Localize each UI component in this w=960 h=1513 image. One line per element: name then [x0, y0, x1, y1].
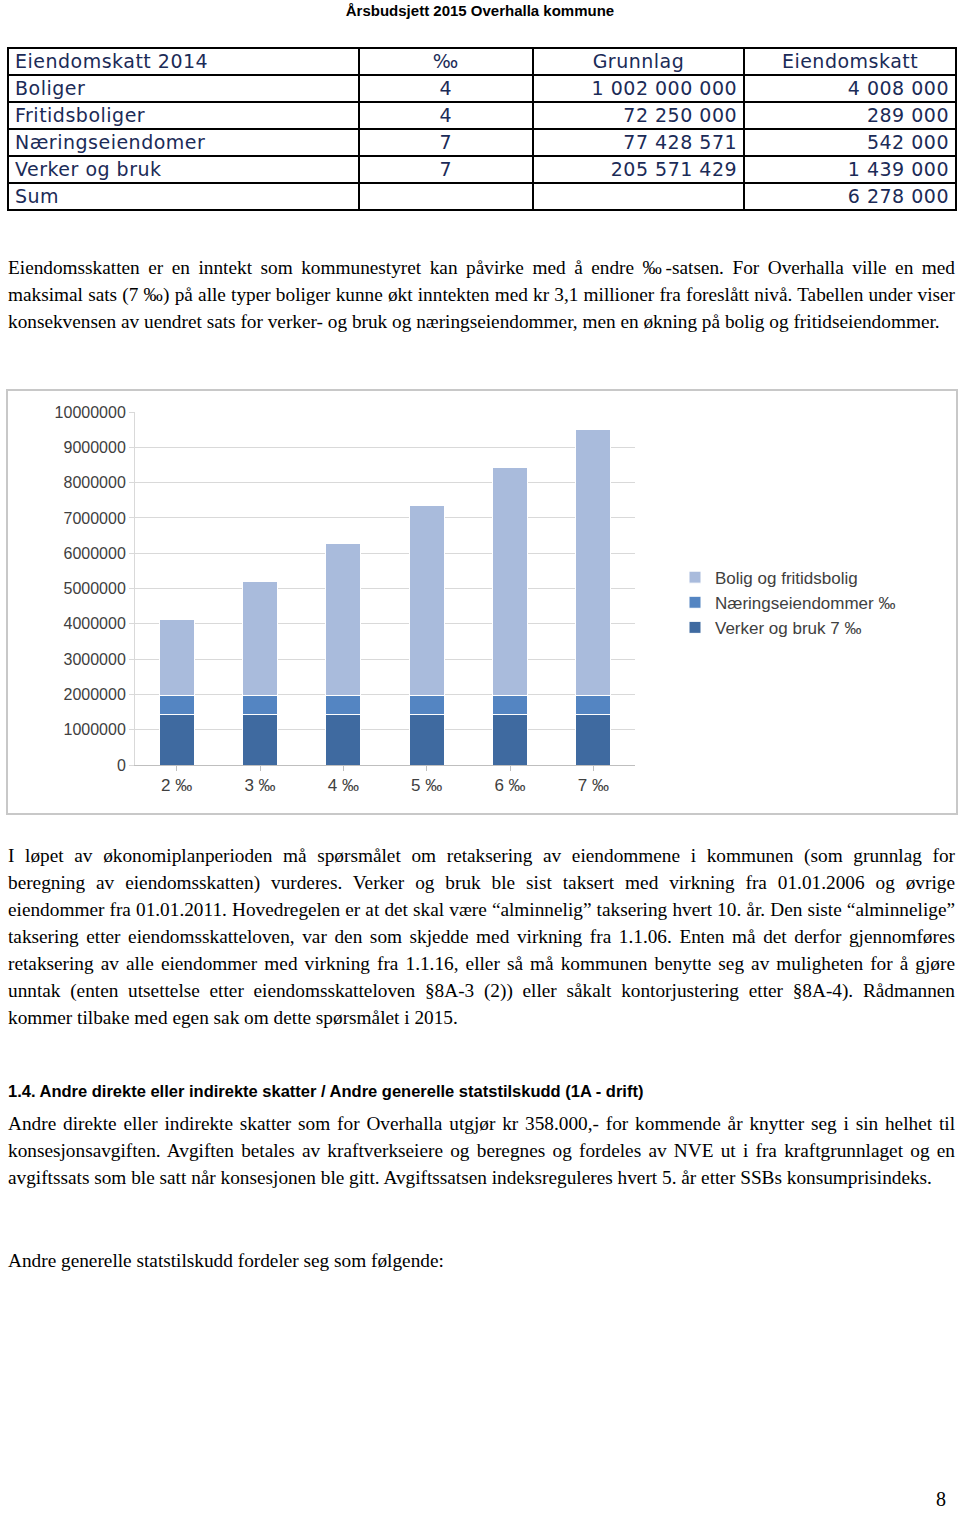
svg-text:3000000: 3000000	[64, 651, 126, 668]
svg-text:8000000: 8000000	[64, 474, 126, 491]
html-text:6 278 000: 6 278 000	[847, 185, 949, 207]
svg-text:4 ‰: 4 ‰	[328, 776, 359, 795]
html-text:Verker og bruk: Verker og bruk	[15, 158, 162, 180]
html-text:Fritidsboliger: Fritidsboliger	[15, 104, 146, 126]
svg-text:2000000: 2000000	[64, 686, 126, 703]
html-text:Andre generelle statstilskudd: Andre generelle statstilskudd fordeler s…	[8, 1250, 444, 1271]
svg-text:Bolig og fritidsbolig: Bolig og fritidsbolig	[715, 569, 858, 588]
svg-text:3 ‰: 3 ‰	[244, 776, 275, 795]
html-text:Andre direkte eller indirekte: Andre direkte eller indirekte skatter so…	[8, 1113, 955, 1188]
svg-text:7000000: 7000000	[64, 510, 126, 527]
html-text:I løpet av økonomiplanperioden: I løpet av økonomiplanperioden må spørsm…	[8, 845, 955, 1028]
svg-text:6000000: 6000000	[64, 545, 126, 562]
html-text:Sum: Sum	[15, 185, 60, 207]
html-text:Eiendomskatt: Eiendomskatt	[781, 50, 919, 72]
html-text:4 008 000: 4 008 000	[847, 77, 949, 99]
html-text:Boliger: Boliger	[15, 77, 86, 99]
html-text:4: 4	[439, 104, 452, 126]
svg-text:9000000: 9000000	[64, 439, 126, 456]
html-text:1 439 000: 1 439 000	[847, 158, 949, 180]
svg-text:Næringseiendommer ‰: Næringseiendommer ‰	[715, 594, 895, 613]
html-text:Eiendomsskatten er en inntekt: Eiendomsskatten er en inntekt som kommun…	[8, 257, 955, 332]
svg-text:Verker og bruk 7 ‰: Verker og bruk 7 ‰	[715, 619, 861, 638]
html-text:1.4. Andre direkte eller indir: 1.4. Andre direkte eller indirekte skatt…	[8, 1082, 644, 1100]
html-text:7: 7	[439, 131, 452, 153]
html-text:Eiendomskatt 2014: Eiendomskatt 2014	[15, 50, 209, 72]
svg-text:2 ‰: 2 ‰	[161, 776, 192, 795]
svg-text:7 ‰: 7 ‰	[578, 776, 609, 795]
html-text:7: 7	[439, 158, 452, 180]
html-text:4: 4	[439, 77, 452, 99]
html-text:289 000: 289 000	[866, 104, 949, 126]
svg-text:10000000: 10000000	[55, 404, 126, 421]
html-text:77 428 571: 77 428 571	[623, 131, 738, 153]
svg-text:5000000: 5000000	[64, 580, 126, 597]
html-text:1 002 000 000: 1 002 000 000	[591, 77, 738, 99]
html-text:Næringseiendomer: Næringseiendomer	[15, 131, 206, 153]
svg-text:6 ‰: 6 ‰	[494, 776, 525, 795]
html-text:Grunnlag: Grunnlag	[592, 50, 685, 72]
html-text:205 571 429: 205 571 429	[610, 158, 738, 180]
html-text:8: 8	[936, 1488, 946, 1510]
html-text:542 000: 542 000	[866, 131, 949, 153]
svg-text:5 ‰: 5 ‰	[411, 776, 442, 795]
html-text:Årsbudsjett 2015 Overhalla kom: Årsbudsjett 2015 Overhalla kommune	[345, 2, 615, 19]
html-text:72 250 000: 72 250 000	[623, 104, 738, 126]
svg-text:1000000: 1000000	[64, 721, 126, 738]
svg-text:4000000: 4000000	[64, 615, 126, 632]
svg-text:0: 0	[117, 757, 126, 774]
